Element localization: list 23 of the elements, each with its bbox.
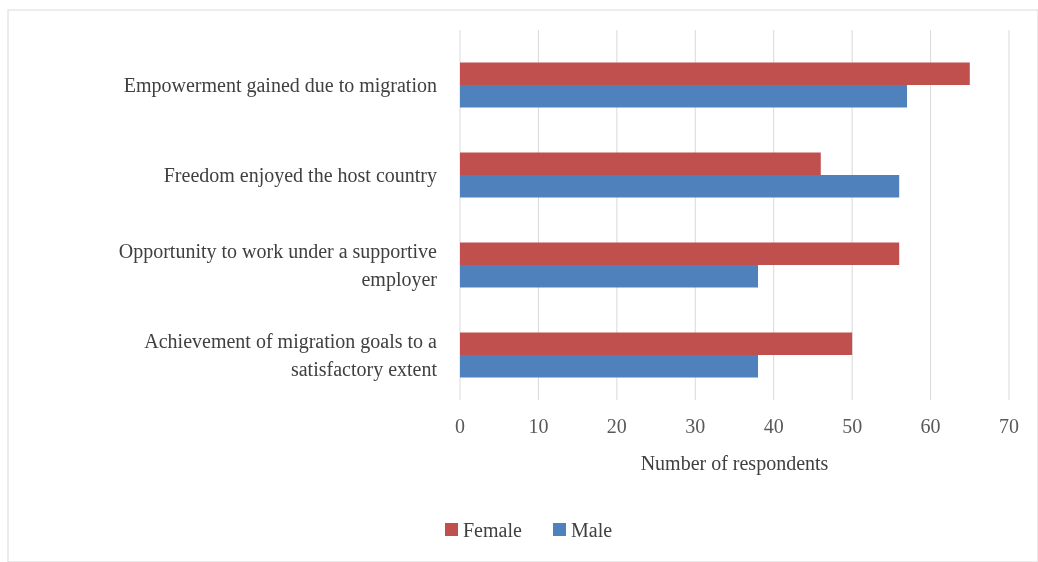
x-tick-label: 60 [920,415,941,437]
bar [460,265,759,288]
y-tick-label: Opportunity to work under a supportive employer [118,240,438,291]
x-tick-label: 20 [606,415,627,437]
bar [460,332,853,355]
y-tick-label: Freedom enjoyed the host country [163,164,437,187]
bar [460,355,759,378]
x-tick-label: 50 [842,415,863,437]
legend-label: Male [571,519,613,541]
y-tick-label: Achievement of migration goals to a satisfactory extent [144,330,438,381]
x-axis-title: Number of respondents [640,452,829,475]
x-tick-label: 30 [685,415,706,437]
bar [460,152,821,175]
bar [460,242,900,265]
bar [460,62,970,85]
y-tick-label: Empowerment gained due to migration [123,74,437,97]
bar [460,175,900,198]
bar [460,85,908,108]
legend-label: Female [463,519,522,541]
x-tick-label: 0 [455,415,465,437]
x-tick-label: 10 [528,415,549,437]
x-tick-label: 40 [763,415,784,437]
x-tick-label: 70 [999,415,1019,437]
